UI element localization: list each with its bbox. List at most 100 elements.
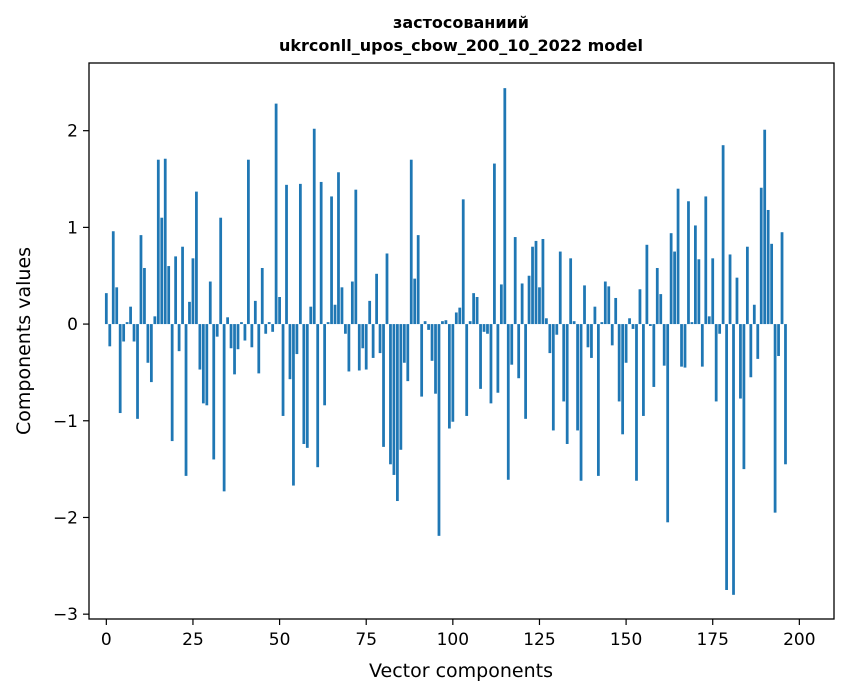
bar — [541, 238, 545, 325]
bar — [396, 324, 399, 502]
y-tick-label: 1 — [67, 218, 78, 238]
bar — [233, 324, 236, 375]
x-tick-label: 25 — [182, 630, 204, 650]
bar — [177, 324, 181, 352]
x-axis-label: Vector components — [369, 660, 553, 682]
bar — [759, 187, 763, 325]
bar — [205, 324, 209, 406]
x-tick-label: 150 — [610, 630, 642, 650]
x-tick-label: 75 — [355, 630, 377, 650]
bar — [752, 304, 756, 325]
bar — [690, 322, 694, 325]
bar — [441, 321, 444, 325]
bar — [115, 287, 119, 325]
bar — [479, 324, 482, 389]
bar — [638, 289, 642, 325]
bar — [600, 322, 604, 325]
bar — [316, 324, 320, 468]
bar — [292, 324, 295, 486]
bar — [499, 284, 503, 325]
bar — [347, 324, 351, 372]
bar — [129, 306, 132, 325]
bar — [704, 196, 708, 325]
bar — [344, 324, 347, 334]
bar — [444, 320, 448, 325]
bar — [780, 232, 784, 325]
bar — [188, 301, 191, 325]
bar — [132, 324, 136, 342]
bar — [593, 306, 597, 325]
bar — [784, 324, 787, 465]
bar — [118, 324, 122, 414]
x-axis-ticks: 0 25 50 75 100 125 150 175 200 — [101, 619, 816, 650]
bar — [770, 243, 774, 325]
bar — [447, 324, 451, 429]
bar — [468, 321, 472, 325]
bar — [645, 244, 649, 325]
bar — [707, 316, 711, 325]
bar — [267, 322, 271, 325]
bar — [222, 324, 226, 492]
bar — [524, 324, 527, 419]
bar — [136, 324, 139, 419]
bar — [181, 246, 184, 325]
bar — [340, 287, 344, 325]
bar — [208, 281, 212, 325]
bar — [662, 324, 666, 366]
bar — [416, 235, 420, 325]
bar — [229, 324, 233, 349]
bar — [669, 233, 673, 325]
bar — [285, 184, 288, 325]
bar — [666, 324, 670, 523]
bar — [219, 217, 223, 325]
bar — [420, 324, 424, 397]
bar — [510, 324, 514, 365]
bar — [642, 324, 645, 416]
y-tick-label: −1 — [53, 412, 78, 432]
bar — [655, 267, 659, 325]
bar — [326, 322, 330, 325]
bar — [413, 278, 417, 325]
bar — [122, 324, 126, 342]
bar — [586, 324, 590, 348]
bar — [621, 324, 625, 435]
bar — [281, 324, 285, 416]
bar — [683, 324, 687, 368]
bar — [558, 251, 562, 325]
bar — [195, 191, 198, 325]
bar — [111, 231, 115, 325]
bar — [153, 316, 157, 325]
bar — [143, 267, 146, 325]
bar — [659, 294, 663, 325]
bar — [676, 188, 680, 325]
bar — [160, 217, 164, 325]
x-tick-label: 125 — [523, 630, 555, 650]
bar — [635, 324, 638, 481]
bar — [309, 306, 313, 325]
bar — [749, 324, 753, 378]
bar — [319, 181, 323, 325]
bar — [451, 324, 455, 422]
bar — [555, 324, 559, 335]
bar — [305, 324, 309, 448]
plot-area-frame — [88, 62, 835, 620]
bar — [673, 251, 676, 325]
bar — [569, 258, 573, 325]
bar — [167, 266, 171, 325]
bar — [572, 321, 576, 325]
bar — [562, 324, 566, 402]
bar — [545, 318, 548, 325]
bar — [513, 237, 517, 325]
bar — [732, 324, 735, 595]
bar — [652, 324, 656, 387]
bar — [312, 128, 316, 325]
bar — [350, 281, 354, 325]
bar — [108, 324, 112, 347]
bar — [534, 240, 538, 325]
bar — [226, 317, 229, 325]
y-tick-label: 2 — [67, 122, 78, 142]
bar — [454, 312, 458, 325]
bar — [330, 196, 333, 325]
bar — [742, 324, 746, 470]
